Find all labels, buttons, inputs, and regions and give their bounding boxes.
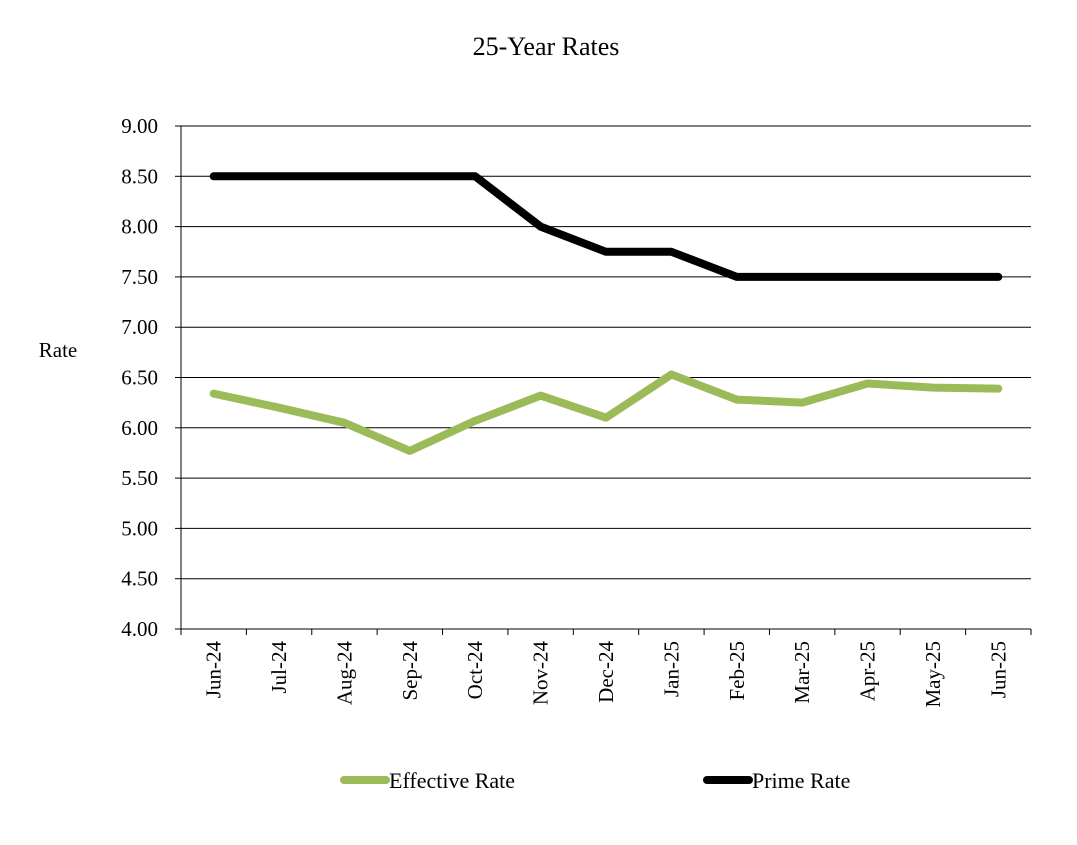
- y-axis-label: Rate: [39, 338, 77, 362]
- series-line-effective-rate: [209, 370, 1003, 455]
- x-tick-label: Mar-25: [790, 641, 814, 704]
- x-tick-label: Nov-24: [529, 641, 553, 706]
- x-tick-label: Jun-24: [202, 641, 226, 699]
- y-tick-label: 5.00: [121, 516, 158, 540]
- y-tick-label: 5.50: [121, 466, 158, 490]
- x-tick-label: Apr-25: [856, 641, 880, 701]
- x-tick-label: May-25: [921, 641, 945, 708]
- y-tick-label: 7.00: [121, 315, 158, 339]
- gridlines: [181, 125, 1031, 580]
- y-tick-label: 6.50: [121, 366, 158, 390]
- chart-title: 25-Year Rates: [473, 32, 620, 61]
- x-tick-label: Oct-24: [463, 641, 487, 700]
- axes: [175, 125, 1032, 635]
- x-tick-label: Dec-24: [594, 641, 618, 703]
- series-lines: [209, 172, 1003, 455]
- x-tick-label: Jul-24: [267, 641, 291, 694]
- legend-label: Prime Rate: [752, 768, 850, 793]
- y-tick-label: 7.50: [121, 265, 158, 289]
- x-tick-label: Feb-25: [725, 641, 749, 701]
- y-tick-label: 4.50: [121, 567, 158, 591]
- y-tick-label: 6.00: [121, 416, 158, 440]
- x-tick-labels: Jun-24 Jul-24 Aug-24 Sep-24 Oct-24 Nov-24 Dec-…: [202, 641, 1011, 708]
- y-tick-label: 4.00: [121, 617, 158, 641]
- y-tick-label: 8.50: [121, 164, 158, 188]
- y-tick-labels: 4.00 4.50 5.00 5.50 6.00 6.50 7.00 7.50 8.00 8.50…: [121, 114, 158, 641]
- legend-label: Effective Rate: [389, 768, 515, 793]
- x-tick-label: Jan-25: [659, 641, 683, 697]
- x-tick-label: Jun-25: [986, 641, 1010, 698]
- y-tick-label: 8.00: [121, 215, 158, 239]
- x-tick-label: Aug-24: [332, 641, 356, 706]
- legend: Effective Rate Prime Rate: [340, 768, 850, 793]
- y-tick-label: 9.00: [121, 114, 158, 138]
- x-tick-label: Sep-24: [398, 641, 422, 701]
